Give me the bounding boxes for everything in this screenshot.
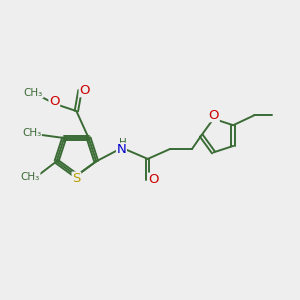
Text: CH₃: CH₃ [22,128,41,138]
Text: O: O [49,95,59,108]
Text: S: S [72,172,81,185]
Text: N: N [117,143,126,156]
Text: CH₃: CH₃ [21,172,40,182]
Text: CH₃: CH₃ [24,88,43,98]
Text: O: O [148,173,158,186]
Text: H: H [118,138,126,148]
Text: O: O [209,109,219,122]
Text: O: O [79,84,90,97]
